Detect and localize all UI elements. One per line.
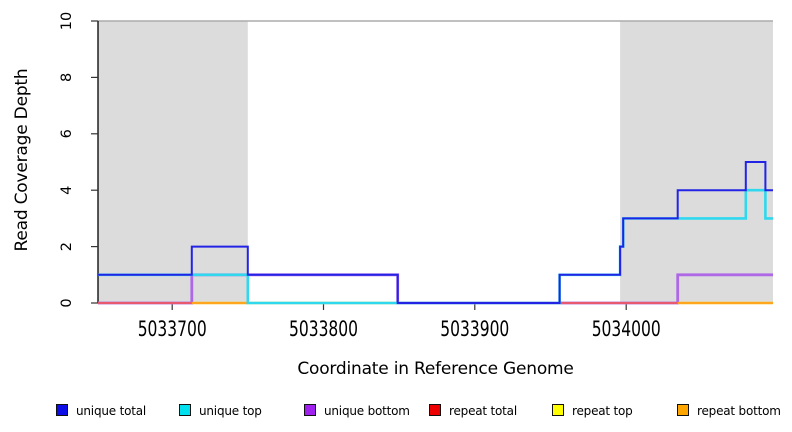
legend-item-repeat-total: repeat total [429, 400, 517, 418]
legend-item-repeat-top: repeat top [552, 400, 633, 418]
legend-swatch-repeat-total [429, 404, 441, 416]
legend-item-unique-top: unique top [179, 400, 262, 418]
legend-label-repeat-top: repeat top [572, 404, 633, 418]
legend-swatch-unique-top [179, 404, 191, 416]
y-tick-label: 4 [59, 186, 75, 195]
y-tick-label: 2 [59, 242, 75, 251]
y-tick-label: 0 [59, 298, 75, 307]
legend-swatch-repeat-top [552, 404, 564, 416]
x-axis-title: Coordinate in Reference Genome [297, 359, 574, 379]
legend-label-unique-total: unique total [76, 404, 147, 418]
legend-label-repeat-bottom: repeat bottom [697, 404, 781, 418]
shaded-region [98, 21, 248, 303]
x-tick-label: 5033800 [289, 317, 358, 341]
x-tick-label: 5033700 [138, 317, 207, 341]
legend: unique total unique top unique bottom repea… [0, 400, 792, 420]
x-tick-label: 5034000 [592, 317, 661, 341]
legend-item-unique-bottom: unique bottom [304, 400, 410, 418]
legend-swatch-unique-total [56, 404, 68, 416]
legend-swatch-unique-bottom [304, 404, 316, 416]
series-line-unique-total [98, 161, 773, 304]
y-tick-label: 8 [59, 73, 75, 82]
y-axis-title: Read Coverage Depth [12, 68, 32, 252]
legend-label-repeat-total: repeat total [449, 404, 517, 418]
x-tick-label: 5033900 [440, 317, 509, 341]
y-tick-label: 10 [59, 12, 75, 30]
y-tick-label: 6 [59, 129, 75, 138]
legend-item-unique-total: unique total [56, 400, 147, 418]
legend-swatch-repeat-bottom [677, 404, 689, 416]
legend-item-repeat-bottom: repeat bottom [677, 400, 781, 418]
legend-label-unique-bottom: unique bottom [324, 404, 410, 418]
legend-label-unique-top: unique top [199, 404, 262, 418]
